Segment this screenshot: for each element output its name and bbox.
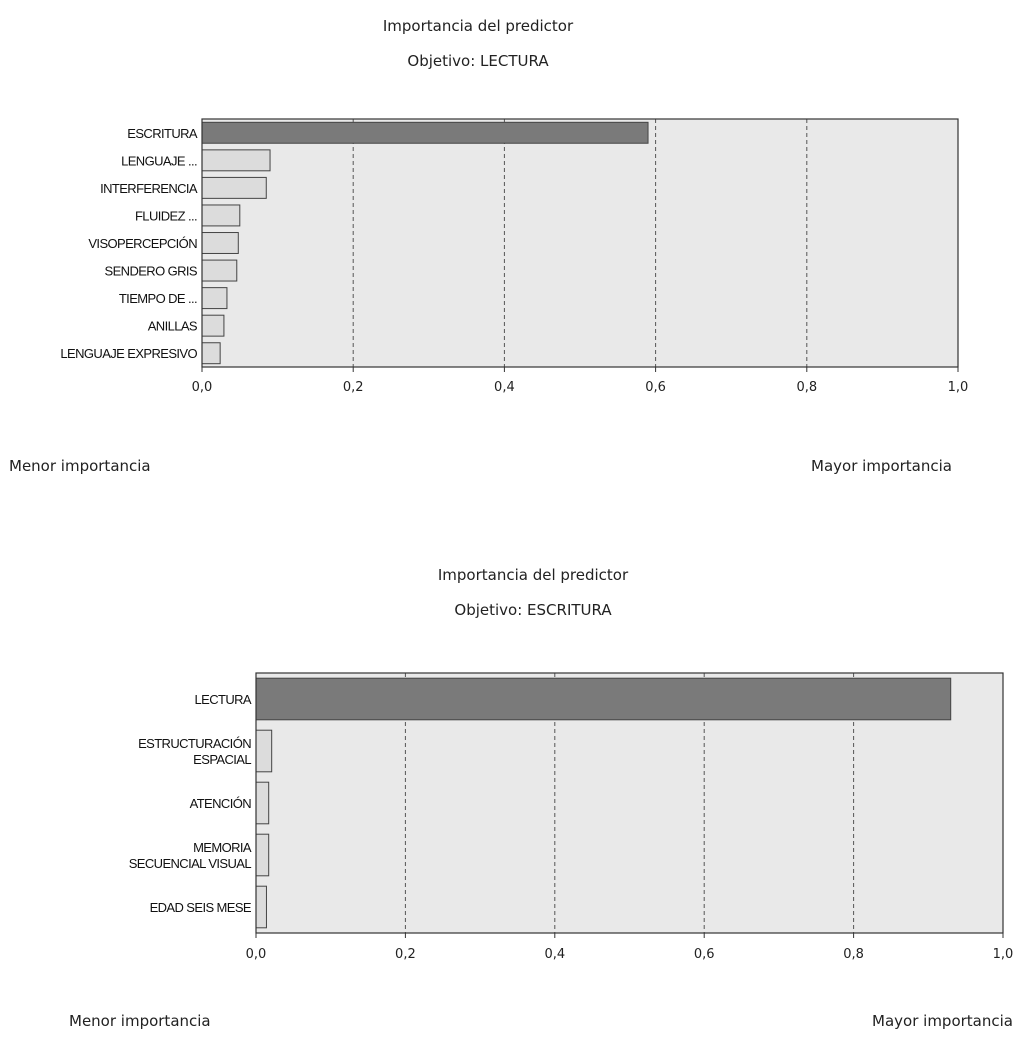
- chart-1-plot-area: [202, 119, 958, 367]
- chart-1-category-label: SENDERO GRIS: [105, 264, 198, 279]
- chart-2-tick-label: 0,2: [395, 947, 416, 962]
- chart-2-category-label: ESTRUCTURACIÓN: [138, 736, 251, 751]
- chart-1-category-label: ANILLAS: [148, 319, 198, 334]
- chart-panel-escritura: Importancia del predictor Objetivo: ESCRI…: [0, 550, 1017, 1044]
- chart-1-category-label: LENGUAJE ...: [121, 153, 197, 168]
- chart-1-title: Importancia del predictor: [383, 17, 574, 35]
- chart-2-category-label: EDAD SEIS MESE: [150, 900, 252, 915]
- chart-1-category-label: VISOPERCEPCIÓN: [88, 236, 197, 251]
- chart-1-category-label: ESCRITURA: [127, 126, 198, 141]
- chart-1-plot-frame: [201, 118, 959, 368]
- chart-2-category-label: SECUENCIAL VISUAL: [129, 856, 252, 871]
- chart-2-footer-left: Menor importancia: [69, 1012, 211, 1030]
- chart-1-bar: [201, 342, 221, 365]
- chart-1-bar: [201, 259, 238, 282]
- chart-1-bar: [201, 314, 225, 337]
- chart-2-subtitle: Objetivo: ESCRITURA: [454, 601, 612, 619]
- chart-1-subtitle: Objetivo: LECTURA: [407, 52, 549, 70]
- chart-1-bar: [201, 176, 267, 199]
- chart-lectura: Importancia del predictor Objetivo: LECTU…: [9, 17, 969, 475]
- chart-1-bar: [201, 149, 271, 172]
- chart-2-tick-label: 0,8: [843, 947, 864, 962]
- chart-1-category-label: INTERFERENCIA: [100, 181, 198, 196]
- chart-2-footer-right: Mayor importancia: [872, 1012, 1013, 1030]
- chart-2-tick-label: 0,6: [694, 947, 715, 962]
- chart-2-bar: [255, 729, 273, 773]
- chart-2-bar: [255, 833, 270, 877]
- chart-2-tick-label: 0,4: [544, 947, 565, 962]
- chart-2-bar: [255, 781, 270, 825]
- chart-1-tick-label: 0,6: [645, 380, 666, 395]
- chart-1-category-label: LENGUAJE EXPRESIVO: [60, 346, 197, 361]
- chart-1-tick-label: 0,8: [796, 380, 817, 395]
- chart-2-category-label: ATENCIÓN: [190, 796, 252, 811]
- chart-2-bar: [255, 677, 952, 721]
- chart-2-tick-label: 0,0: [246, 947, 267, 962]
- chart-1-category-label: TIEMPO DE ...: [119, 291, 197, 306]
- chart-1-bar: [201, 121, 649, 144]
- chart-1-category-label: FLUIDEZ ...: [135, 208, 197, 223]
- chart-1-bar: [201, 204, 241, 227]
- chart-escritura: Importancia del predictor Objetivo: ESCRI…: [69, 566, 1014, 1030]
- chart-2-bar: [255, 885, 267, 929]
- chart-1-bar: [201, 287, 228, 310]
- chart-1-tick-label: 0,0: [192, 380, 213, 395]
- chart-1-tick-label: 0,4: [494, 380, 515, 395]
- chart-2-plot-frame: [255, 672, 1004, 934]
- chart-1-tick-label: 1,0: [948, 380, 969, 395]
- chart-1-bar: [201, 232, 239, 254]
- chart-2-tick-label: 1,0: [993, 947, 1014, 962]
- chart-2-category-label: MEMORIA: [193, 840, 252, 855]
- chart-panel-lectura: Importancia del predictor Objetivo: LECTU…: [0, 0, 1017, 520]
- chart-1-tick-label: 0,2: [343, 380, 364, 395]
- chart-1-footer-left: Menor importancia: [9, 457, 151, 475]
- chart-2-category-label: LECTURA: [195, 692, 252, 707]
- chart-1-footer-right: Mayor importancia: [811, 457, 952, 475]
- chart-2-category-label: ESPACIAL: [193, 752, 251, 767]
- chart-2-title: Importancia del predictor: [438, 566, 629, 584]
